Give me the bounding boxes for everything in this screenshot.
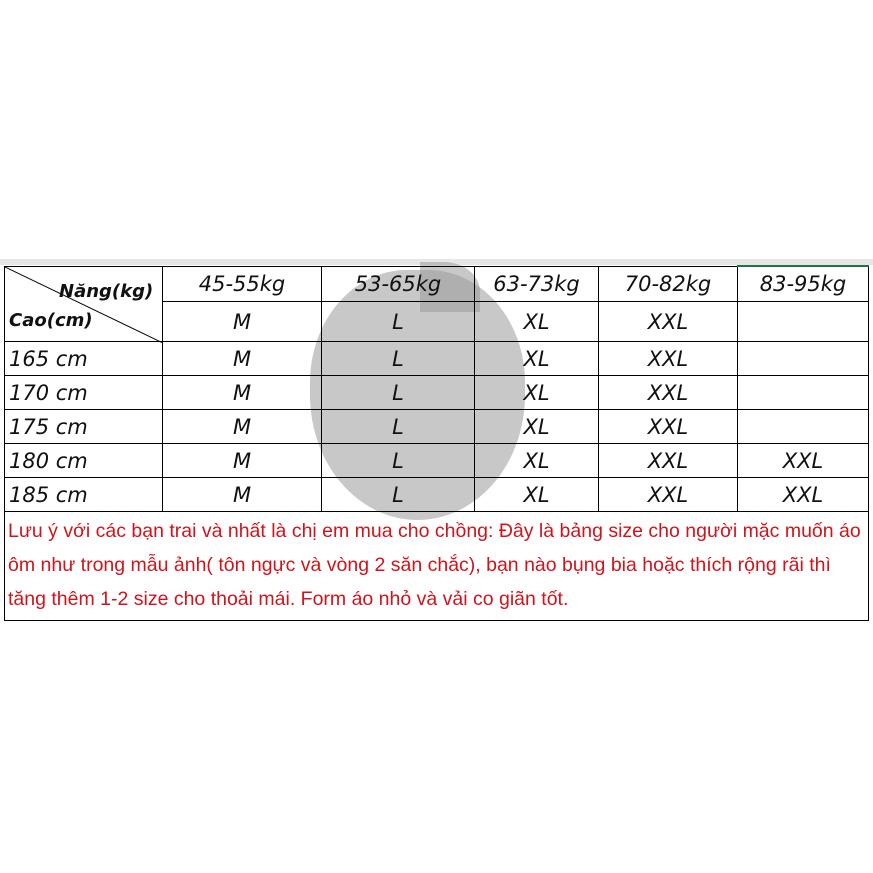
size-cell (737, 301, 869, 342)
size-cell: XXL (598, 375, 738, 410)
size-cell: XL (474, 477, 599, 512)
size-chart-table: Năng(kg) Cao(cm) 45-55kg 53-65kg 63-73kg… (4, 265, 869, 621)
corner-cell: Năng(kg) Cao(cm) (4, 265, 163, 343)
size-cell (737, 409, 869, 444)
size-cell: L (321, 375, 475, 410)
size-cell: XXL (737, 477, 869, 512)
size-cell: L (321, 301, 475, 342)
size-cell: XXL (598, 301, 738, 342)
size-cell: M (162, 443, 322, 478)
size-cell: XL (474, 375, 599, 410)
weight-axis-label: Năng(kg) (59, 280, 154, 302)
size-note: Lưu ý với các bạn trai và nhất là chị em… (4, 511, 869, 621)
size-cell: M (162, 409, 322, 444)
height-cell: 175 cm (4, 409, 163, 444)
size-cell: L (321, 409, 475, 444)
table-row: 180 cm M L XL XXL XXL (4, 443, 869, 478)
size-cell: XXL (598, 477, 738, 512)
height-cell: 180 cm (4, 443, 163, 478)
size-cell: XXL (737, 443, 869, 478)
size-cell: L (321, 477, 475, 512)
height-cell: 170 cm (4, 375, 163, 410)
size-cell: XXL (598, 341, 738, 376)
size-cell (737, 375, 869, 410)
weight-header: 63-73kg (474, 265, 599, 302)
height-axis-label: Cao(cm) (9, 309, 93, 331)
weight-header: 70-82kg (598, 265, 738, 302)
size-cell: L (321, 443, 475, 478)
size-cell (737, 341, 869, 376)
size-cell: M (162, 375, 322, 410)
size-cell: L (321, 341, 475, 376)
weight-header: 45-55kg (162, 265, 322, 302)
weight-header[interactable]: 83-95kg (737, 265, 869, 302)
height-cell: 165 cm (4, 341, 163, 376)
size-cell: M (162, 301, 322, 342)
table-row: 170 cm M L XL XXL (4, 375, 869, 410)
size-cell: XXL (598, 443, 738, 478)
size-cell: XL (474, 341, 599, 376)
table-row: 165 cm M L XL XXL (4, 341, 869, 376)
size-cell: XL (474, 409, 599, 444)
size-cell: M (162, 477, 322, 512)
weight-header: 53-65kg (321, 265, 475, 302)
size-cell: XXL (598, 409, 738, 444)
size-cell: XL (474, 301, 599, 342)
height-cell: 185 cm (4, 477, 163, 512)
table-row: 175 cm M L XL XXL (4, 409, 869, 444)
size-cell: XL (474, 443, 599, 478)
diagonal-line (5, 266, 163, 343)
size-cell: M (162, 341, 322, 376)
table-row: 185 cm M L XL XXL XXL (4, 477, 869, 512)
